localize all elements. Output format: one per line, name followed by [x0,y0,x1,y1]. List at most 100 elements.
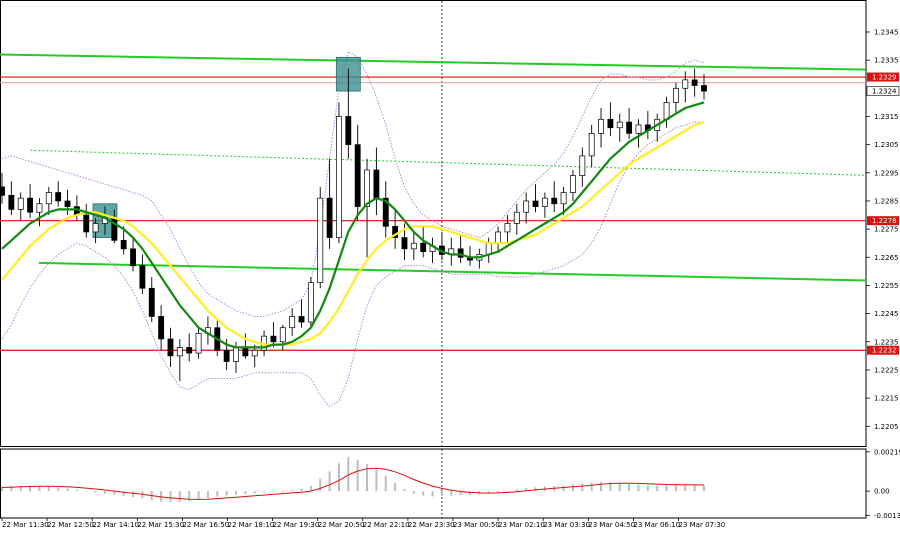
oscillator-bar-25 [235,491,237,495]
y-tick-label-6: 1.2265 [874,254,899,262]
y-tick-label-1: 1.2335 [874,57,899,65]
candle-body-33 [307,282,314,323]
candle-body-4 [36,203,43,213]
oscillator-bar-66 [618,482,621,492]
candle-body-5 [45,192,52,205]
candle-body-36 [336,116,342,238]
candle-4 [36,198,43,227]
candle-body-27 [251,349,258,357]
oscillator-bar-18 [169,491,172,503]
candle-18 [167,327,174,368]
oscillator-bar-44 [412,491,415,494]
candle-65 [607,102,614,137]
x-tick-label-7: 22 Mar 20:50 [318,521,365,529]
candle-body-10 [92,223,99,233]
candle-body-53 [495,231,502,244]
oscillator-bar-19 [178,491,181,502]
candle-body-7 [64,200,71,207]
oscillator-bar-70 [656,485,659,492]
x-tick-label-5: 22 Mar 18:10 [228,521,275,529]
candle-33 [307,277,314,328]
oscillator-bar-36 [337,463,340,492]
last-price-tag [866,86,900,96]
oscillator-bar-60 [562,485,565,492]
candle-67 [626,108,633,140]
x-tick-label-15: 23 Mar 07:30 [679,521,726,529]
osc-y-tick-label-0: 0.00219 [874,448,900,456]
oscillator-bar-56 [525,487,528,492]
x-tick-label-1: 22 Mar 12:50 [47,521,94,529]
oscillator-bar-34 [319,478,322,492]
level-tag-1 [867,216,899,226]
candle-73 [682,71,689,103]
candle-body-56 [523,200,530,213]
trendline-2 [30,149,867,176]
candle-body-75 [701,85,707,92]
y-tick-label-5: 1.2275 [874,226,899,234]
y-tick-label-8: 1.2245 [874,310,899,318]
candle-63 [588,124,595,168]
y-tick-label-4: 1.2285 [874,197,899,205]
candle-body-72 [672,87,679,103]
candle-body-63 [588,133,595,157]
candle-body-40 [373,169,380,199]
y-tick-label-10: 1.2225 [874,366,899,374]
candle-35 [326,158,333,249]
candle-body-6 [55,192,62,202]
oscillator-bar-17 [160,491,163,502]
candle-body-73 [682,79,689,89]
trendline-layer [0,53,867,282]
candle-body-66 [616,121,623,129]
candle-61 [570,169,576,201]
oscillator-bar-2 [19,485,22,492]
candle-58 [541,192,548,218]
level-layer [0,76,866,351]
x-tick-label-12: 23 Mar 03:30 [543,521,590,529]
candle-body-59 [551,197,558,205]
level-tag-label-0: 1.2329 [872,74,897,82]
candle-body-44 [410,242,417,250]
candle-body-43 [401,237,408,250]
candle-body-26 [242,347,249,357]
candle-body-34 [317,197,324,283]
candle-7 [64,189,71,216]
candle-body-74 [691,79,698,86]
candle-10 [92,217,99,244]
candle-body-55 [513,211,520,224]
candle-68 [635,119,642,148]
candle-37 [345,68,352,159]
y-tick-label-3: 1.2295 [874,169,899,177]
oscillator-bar-42 [394,483,397,492]
candle-body-2 [17,197,24,210]
level-tag-label-1: 1.2278 [872,217,897,225]
oscillator-bar-46 [431,491,434,497]
osc-y-tick-label-1: 0.00 [874,488,890,496]
oscillator-bar-5 [47,486,50,492]
candle-body-41 [382,197,389,227]
candle-body-29 [270,335,277,343]
oscillator-bar-12 [113,491,116,495]
candle-body-68 [635,124,642,134]
oscillator-bar-29 [272,491,275,492]
candle-21 [195,327,202,359]
oscillator-bar-50 [469,491,471,495]
y-tick-label-0: 1.2345 [874,28,899,36]
oscillator-bar-33 [309,485,312,492]
candle-body-49 [457,248,464,258]
candle-75 [701,74,707,100]
oscillator-bar-7 [66,488,69,492]
oscillator-bar-31 [291,490,294,492]
x-tick-label-14: 23 Mar 06:10 [633,521,680,529]
oscillator-bar-24 [225,491,228,496]
oscillator-bar-10 [94,491,97,493]
oscillator-bar-37 [347,457,350,492]
candle-body-30 [279,327,286,343]
candle-74 [691,68,698,97]
candle-body-67 [626,121,633,134]
candle-body-37 [345,116,352,145]
candle-body-62 [579,155,586,176]
candle-body-39 [364,169,370,207]
x-tick-label-9: 22 Mar 23:30 [408,521,455,529]
candle-16 [148,277,155,323]
